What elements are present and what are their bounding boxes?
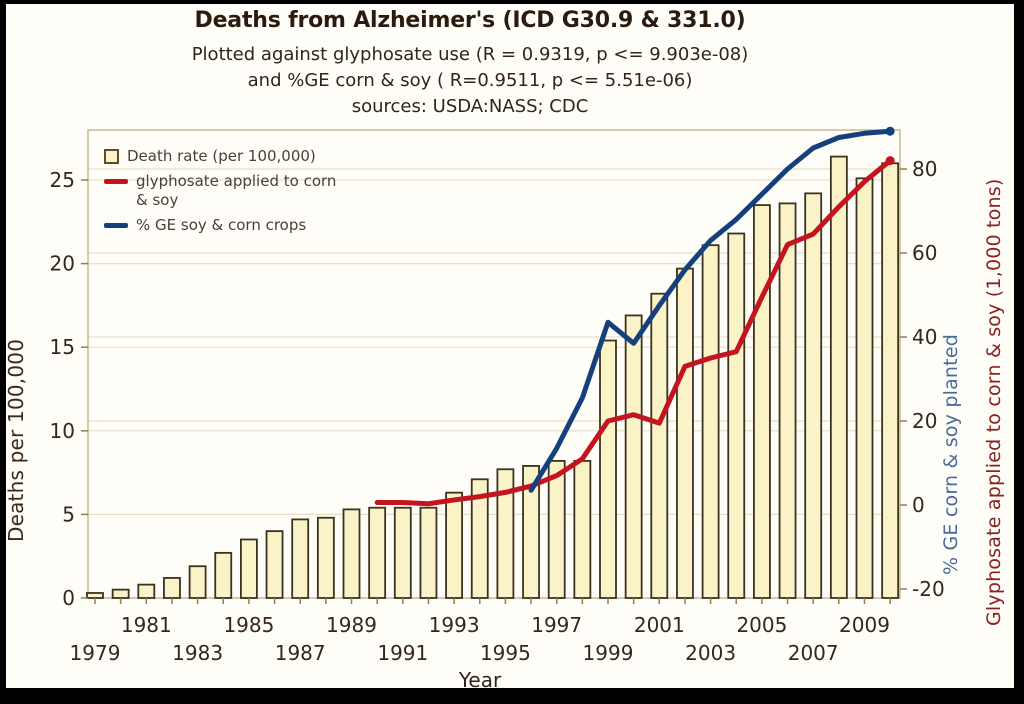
bar-1985 — [239, 538, 258, 599]
y-axis-label-right-ge: % GE corn & soy planted — [940, 334, 962, 576]
bar-1987 — [291, 518, 310, 599]
plot-border — [87, 129, 901, 599]
y-axis-label-right-glyphosate: Glyphosate applied to corn & soy (1,000 … — [983, 178, 1005, 627]
x-tick-1983: 1983 — [172, 641, 223, 665]
y-right-tick--20: -20 — [912, 577, 945, 601]
x-tick-1989: 1989 — [326, 613, 377, 637]
x-tick-1987: 1987 — [275, 641, 326, 665]
y-right-tick-0: 0 — [912, 493, 925, 517]
bar-1983 — [188, 565, 207, 599]
y-tick-labels-left: 0 5 10 15 20 25 — [50, 168, 75, 610]
chart-title: Deaths from Alzheimer's (ICD G30.9 & 331… — [194, 8, 746, 33]
x-tick-2003: 2003 — [685, 641, 736, 665]
bar-2006 — [778, 202, 797, 599]
x-tick-1991: 1991 — [377, 641, 428, 665]
bar-1980 — [111, 588, 130, 599]
bar-2003 — [701, 244, 720, 599]
bar-1990 — [368, 506, 387, 599]
x-axis-label: Year — [458, 668, 502, 692]
y-axis-label-left: Deaths per 100,000 — [4, 338, 28, 542]
bar-2007 — [804, 192, 823, 599]
bar-1997 — [547, 459, 566, 599]
x-tick-1999: 1999 — [583, 641, 634, 665]
legend-item-death-rate: Death rate (per 100,000) — [104, 147, 336, 166]
y-left-tick-0: 0 — [62, 586, 75, 610]
bar-1993 — [445, 491, 464, 599]
ge-crops-line — [528, 126, 895, 493]
blue-line-end-dot — [885, 126, 895, 136]
y-right-tick-60: 60 — [912, 241, 937, 265]
bar-1991 — [393, 506, 412, 599]
bar-1988 — [316, 516, 335, 599]
legend-label: glyphosate applied to corn & soy — [136, 172, 337, 209]
y-right-tick-40: 40 — [912, 325, 937, 349]
bar-1992 — [419, 506, 438, 599]
legend-label: Death rate (per 100,000) — [127, 147, 316, 165]
chart-subtitle-1: Plotted against glyphosate use (R = 0.93… — [191, 44, 749, 65]
red-line-end-dot — [885, 156, 895, 166]
bar-1984 — [214, 551, 233, 599]
bar-1998 — [573, 459, 592, 599]
y-left-tick-10: 10 — [50, 419, 75, 443]
bar-2009 — [855, 177, 874, 599]
glyphosate-line — [374, 156, 895, 507]
x-tick-1997: 1997 — [531, 613, 582, 637]
y-right-tick-80: 80 — [912, 157, 937, 181]
x-tick-1981: 1981 — [121, 613, 172, 637]
bar-swatch-icon — [104, 149, 119, 164]
bar-1982 — [163, 577, 181, 599]
chart-header: Deaths from Alzheimer's (ICD G30.9 & 331… — [0, 8, 940, 120]
legend-label: % GE soy & corn crops — [136, 216, 307, 234]
x-tick-2005: 2005 — [736, 613, 787, 637]
bar-1986 — [265, 530, 284, 599]
x-tick-2001: 2001 — [634, 613, 685, 637]
axis-ticks — [81, 168, 907, 604]
x-tick-2007: 2007 — [788, 641, 839, 665]
bar-1981 — [137, 583, 156, 599]
bar-2008 — [829, 155, 848, 599]
x-tick-1995: 1995 — [480, 641, 531, 665]
chart-subtitle-3: sources: USDA:NASS; CDC — [351, 96, 589, 117]
x-tick-1985: 1985 — [223, 613, 274, 637]
bar-2010 — [881, 162, 900, 599]
y-left-tick-5: 5 — [62, 502, 75, 526]
chart-subtitle-2: and %GE corn & soy ( R=0.9511, p <= 5.51… — [247, 70, 693, 91]
bar-1979 — [86, 592, 104, 599]
legend-item-glyphosate: glyphosate applied to corn & soy — [104, 172, 336, 210]
x-tick-2009: 2009 — [839, 613, 890, 637]
bar-1999 — [599, 339, 617, 599]
death-rate-bars — [86, 155, 900, 599]
bar-2001 — [650, 292, 669, 599]
legend-item-ge-crops: % GE soy & corn crops — [104, 216, 336, 235]
bar-1989 — [342, 508, 361, 599]
bar-2002 — [676, 267, 694, 599]
bar-2000 — [624, 314, 643, 599]
y-left-tick-25: 25 — [50, 168, 75, 192]
y-tick-labels-right: -20 0 20 40 60 80 — [912, 157, 945, 601]
bar-2005 — [753, 204, 771, 599]
x-tick-labels: 1981 1985 1989 1993 1997 2001 2005 2009 1979 1983… — [70, 613, 890, 665]
red-line-swatch-icon — [104, 179, 128, 184]
blue-line-swatch-icon — [104, 223, 128, 228]
x-tick-1979: 1979 — [70, 641, 121, 665]
bar-2004 — [727, 232, 746, 599]
y-right-tick-20: 20 — [912, 409, 937, 433]
chart-legend: Death rate (per 100,000) glyphosate appl… — [104, 147, 336, 241]
y-left-tick-20: 20 — [50, 252, 75, 276]
y-left-tick-15: 15 — [50, 335, 75, 359]
x-tick-1993: 1993 — [429, 613, 480, 637]
